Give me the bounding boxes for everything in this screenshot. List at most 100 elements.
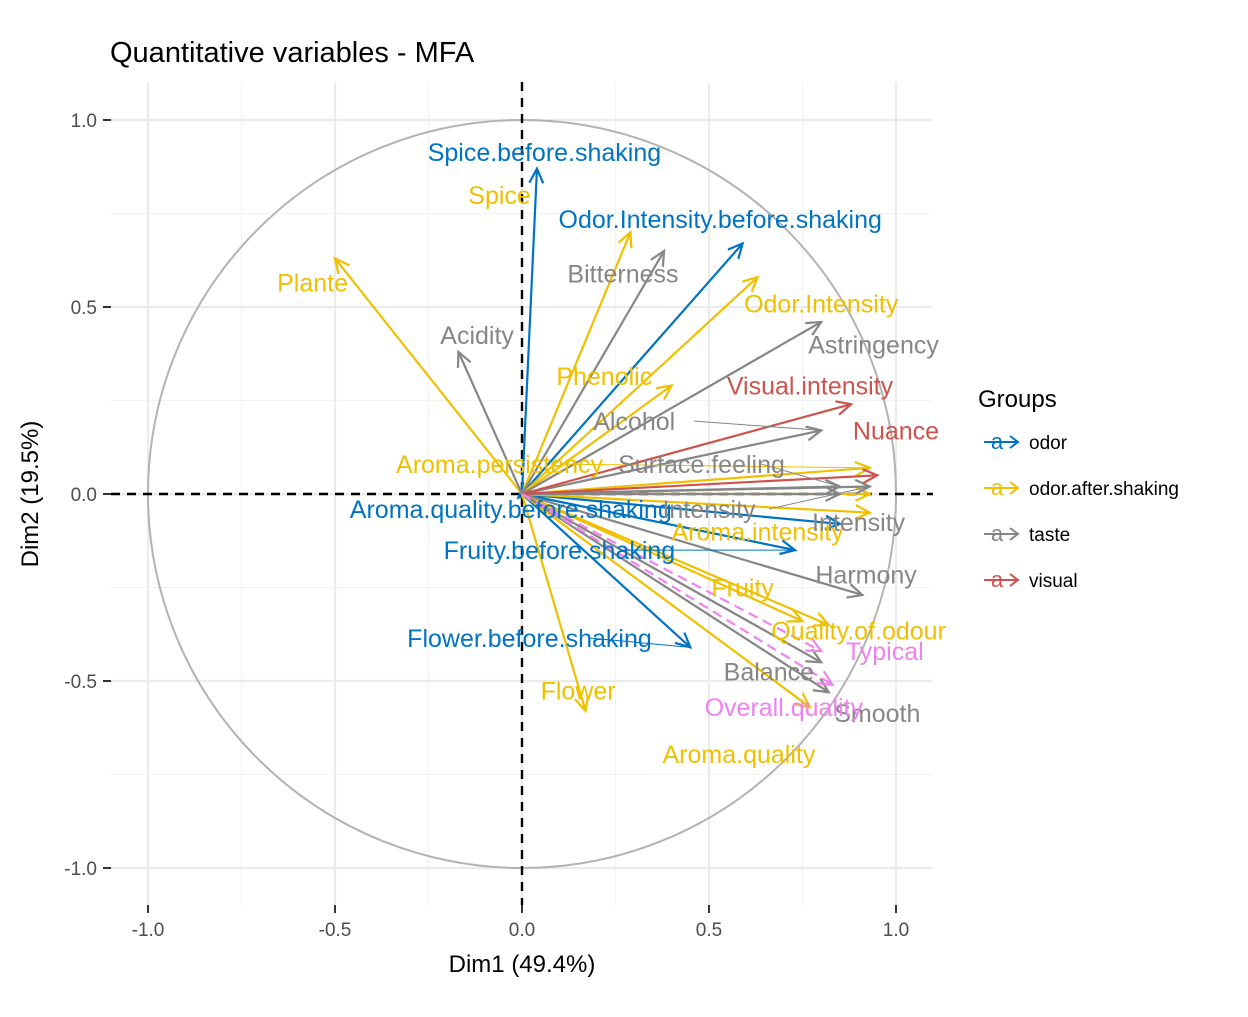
- arrow-phenolic: [521, 384, 674, 495]
- arrow-head: [727, 241, 745, 260]
- arrow-shaft: [521, 492, 841, 526]
- x-axis-title: Dim1 (49.4%): [449, 951, 596, 978]
- arrow-odor-intensity-before-shaking: [521, 241, 745, 495]
- label-leader-line: [559, 463, 870, 469]
- legend-entry-odor: a odor: [984, 429, 1068, 454]
- arrow-shaft: [521, 466, 870, 496]
- arrow-balance: [521, 493, 824, 664]
- legend-title: Groups: [978, 386, 1057, 413]
- arrow-shaft: [521, 242, 744, 495]
- arrow-shaft: [520, 493, 587, 712]
- arrow-head: [456, 349, 472, 368]
- arrow-visual-intensity: [521, 400, 854, 496]
- arrow-shaft: [521, 429, 822, 496]
- arrow-head: [741, 275, 760, 293]
- label-alcohol: Alcohol: [593, 408, 675, 436]
- arrow-shaft: [521, 492, 863, 597]
- arrow-spice: [520, 229, 633, 495]
- arrow-head: [846, 583, 865, 599]
- arrow-head: [854, 504, 873, 520]
- label-visual-intensity: Visual.intensity: [727, 373, 894, 401]
- label-leader-line: [761, 463, 841, 488]
- arrow-shaft: [521, 276, 759, 495]
- arrow-shaft: [521, 493, 811, 709]
- label-balance: Balance: [724, 659, 814, 687]
- arrow-harmony: [521, 492, 865, 599]
- label-astringency: Astringency: [808, 331, 939, 359]
- arrow-shaft: [520, 231, 632, 495]
- arrow-odor-intensity: [521, 275, 760, 495]
- arrow-fruity: [521, 492, 805, 623]
- arrow-acidity: [456, 349, 524, 495]
- legend-key-glyph: a: [991, 521, 1004, 546]
- arrow-head: [805, 648, 824, 664]
- arrow-head: [805, 637, 824, 653]
- legend-entries: a odor a odor.after.shaking a taste a visual: [984, 429, 1179, 592]
- arrow-head: [528, 166, 545, 184]
- arrow-overall-quality: [521, 493, 835, 687]
- arrow-astringency: [521, 320, 824, 495]
- legend-key-glyph: a: [991, 567, 1004, 592]
- legend-key-arrowhead: [1009, 527, 1020, 541]
- label-flower: Flower: [541, 677, 616, 705]
- arrow-head: [617, 229, 633, 249]
- arrow-head: [574, 694, 590, 714]
- label-overall-quality: Overall.quality: [705, 694, 864, 722]
- label-aroma-persistency: Aroma.persistency: [396, 451, 604, 479]
- x-tick-label: 0.5: [696, 920, 722, 941]
- label-surface-feeling: Surface.feeling: [618, 451, 785, 479]
- legend-entry-label: odor.after.shaking: [1029, 479, 1179, 500]
- arrow-shaft: [334, 257, 523, 495]
- arrow-aroma-quality: [521, 493, 813, 709]
- label-typical: Typical: [846, 638, 924, 666]
- label-odor-intensity-before-shaking: Odor.Intensity.before.shaking: [559, 206, 882, 234]
- arrow-bitterness: [521, 248, 666, 495]
- arrow-layer: [333, 166, 880, 714]
- legend-key-arrowhead: [1009, 435, 1020, 449]
- arrow-shaft: [521, 493, 822, 664]
- legend: Groups a odor a odor.after.shaking a taste a vi…: [978, 386, 1179, 592]
- legend-key-arrowhead: [1009, 481, 1020, 495]
- arrow-shaft: [521, 493, 830, 694]
- label-aroma-quality: Aroma.quality: [662, 741, 815, 769]
- label-fruity-before-shaking: Fruity.before.shaking: [444, 537, 676, 565]
- label-aroma-quality-before-shaking: Aroma.quality.before.shaking: [350, 496, 672, 524]
- reference-lines: [111, 82, 933, 905]
- arrow-head: [794, 692, 813, 709]
- label-phenolic: Phenolic: [556, 363, 652, 391]
- arrow-head: [786, 608, 805, 623]
- arrow-head: [835, 400, 854, 416]
- legend-entry-label: taste: [1029, 525, 1070, 546]
- arrow-intensity-before-shaking: [521, 492, 843, 531]
- label-layer: Spice.before.shaking Odor.Intensity.befor…: [277, 139, 946, 769]
- arrow-shaft: [521, 403, 852, 496]
- x-tick-label: -1.0: [132, 920, 165, 941]
- arrow-head: [655, 384, 674, 401]
- arrow-head: [333, 256, 350, 275]
- arrow-head: [854, 486, 873, 502]
- arrow-head: [650, 248, 666, 267]
- arrow-head: [812, 612, 832, 627]
- arrow-shaft: [521, 492, 830, 626]
- label-bitterness: Bitterness: [567, 260, 678, 288]
- arrow-head: [825, 486, 843, 502]
- label-flower-before-shaking: Flower.before.shaking: [407, 625, 652, 653]
- arrow-aroma-quality-aux: [521, 492, 873, 520]
- arrow-shaft: [521, 493, 822, 653]
- legend-entry-odor-after-shaking: a odor.after.shaking: [984, 475, 1179, 500]
- arrow-shaft: [521, 493, 833, 686]
- arrow-shaft: [457, 351, 524, 495]
- arrow-shaft: [521, 492, 803, 623]
- label-spice-before-shaking: Spice.before.shaking: [428, 139, 661, 167]
- label-fruity: Fruity: [711, 575, 774, 603]
- y-tick-label: 0.0: [71, 485, 97, 506]
- arrow-flower: [520, 493, 590, 714]
- arrow-head: [805, 320, 824, 336]
- y-tick-label: -1.0: [64, 859, 97, 880]
- arrow-shaft: [521, 493, 692, 649]
- label-intensity: Intensity: [662, 496, 756, 524]
- legend-entry-visual: a visual: [984, 567, 1078, 592]
- label-leader-line: [694, 420, 822, 431]
